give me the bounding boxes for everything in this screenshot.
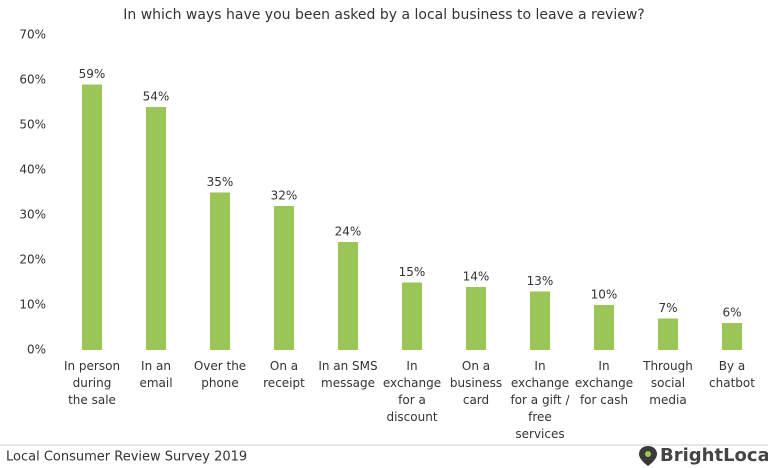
x-tick-label: Through social media (643, 359, 693, 407)
y-tick-label: 60% (19, 73, 46, 87)
value-label: 32% (271, 189, 298, 203)
x-tick-label: On a business card (449, 359, 503, 407)
y-tick-label: 40% (19, 163, 46, 177)
value-label: 13% (527, 274, 554, 288)
value-label: 6% (722, 306, 741, 320)
logo-dot (645, 451, 651, 457)
y-tick-label: 30% (19, 208, 46, 222)
value-label: 7% (658, 301, 677, 315)
chart-title: In which ways have you been asked by a l… (123, 7, 644, 23)
footer-brand: BrightLocal (660, 445, 768, 466)
x-tick-label: In exchange for a discount (382, 359, 442, 424)
bar (530, 291, 550, 350)
x-tick-label: In person during the sale (63, 359, 121, 407)
value-label: 10% (591, 288, 618, 302)
x-tick-label: In exchange for a gift / free services (510, 359, 570, 441)
bar (658, 318, 678, 350)
bar (338, 242, 358, 350)
bar (210, 192, 230, 350)
x-tick-label: In an SMS message (318, 359, 378, 390)
y-tick-label: 70% (19, 28, 46, 42)
x-tick-label: Over the phone (193, 359, 247, 390)
y-tick-label: 0% (27, 343, 46, 357)
bar (146, 107, 166, 350)
bar (466, 287, 486, 350)
value-label: 54% (143, 90, 170, 104)
y-tick-label: 10% (19, 298, 46, 312)
x-tick-label: In an email (139, 359, 173, 390)
footer-source: Local Consumer Review Survey 2019 (6, 450, 247, 465)
value-label: 14% (463, 270, 490, 284)
value-label: 59% (79, 67, 106, 81)
brand-logo (639, 446, 657, 466)
bar (594, 305, 614, 350)
y-tick-label: 20% (19, 253, 46, 267)
bar (722, 323, 742, 350)
bar (402, 282, 422, 350)
value-label: 24% (335, 225, 362, 239)
value-label: 35% (207, 175, 234, 189)
y-tick-label: 50% (19, 118, 46, 132)
value-label: 15% (399, 265, 426, 279)
bar (274, 206, 294, 350)
bar (82, 84, 102, 350)
x-tick-label: In exchange for cash (574, 359, 634, 407)
x-tick-label: By a chatbot (709, 359, 755, 390)
x-tick-label: On a receipt (263, 359, 305, 390)
